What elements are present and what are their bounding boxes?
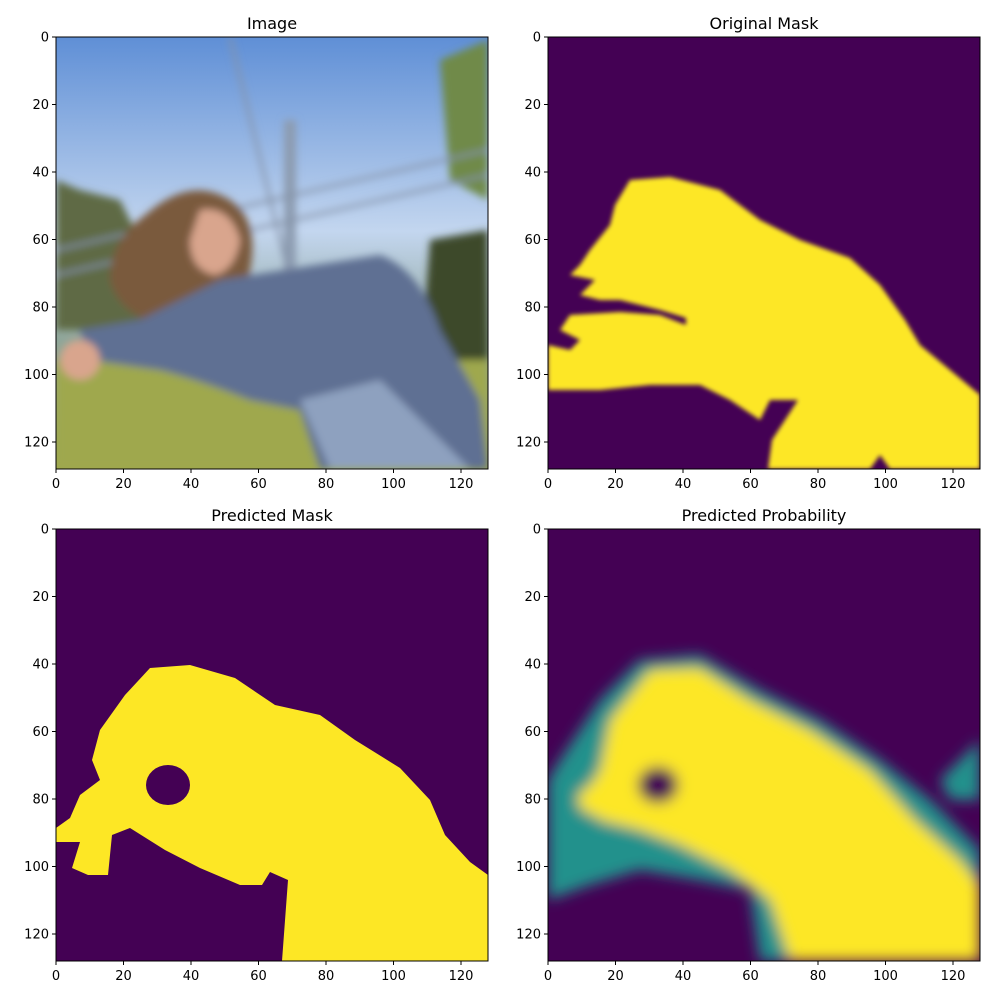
y-tick-label: 80 <box>524 301 541 316</box>
y-tick-label: 40 <box>524 166 541 181</box>
x-tick-label: 80 <box>318 477 335 492</box>
x-tick-label: 20 <box>607 969 624 984</box>
y-tick-label: 60 <box>524 233 541 248</box>
y-tick-label: 40 <box>524 658 541 673</box>
y-tick-label: 100 <box>24 368 49 383</box>
y-tick-label: 80 <box>32 301 49 316</box>
y-tick-label: 60 <box>32 725 49 740</box>
y-axis: 0 20 40 60 80 100 120 <box>516 523 548 943</box>
x-tick-label: 60 <box>742 477 759 492</box>
panel-title: Predicted Probability <box>682 506 847 525</box>
original-mask-image <box>548 37 980 469</box>
x-tick-label: 80 <box>810 969 827 984</box>
y-tick-label: 20 <box>32 590 49 605</box>
predicted-mask-image <box>56 529 488 961</box>
panel-title: Image <box>247 14 297 33</box>
x-tick-label: 0 <box>52 477 60 492</box>
y-tick-label: 60 <box>32 233 49 248</box>
y-tick-label: 20 <box>32 98 49 113</box>
probability-image <box>548 529 980 961</box>
panel-image: Image 0 <box>24 14 489 492</box>
y-tick-label: 80 <box>524 793 541 808</box>
y-tick-label: 20 <box>524 98 541 113</box>
x-tick-label: 40 <box>183 969 200 984</box>
x-tick-label: 0 <box>544 969 552 984</box>
x-tick-label: 100 <box>381 969 406 984</box>
y-tick-label: 40 <box>32 658 49 673</box>
y-tick-label: 0 <box>41 523 49 538</box>
y-tick-label: 80 <box>32 793 49 808</box>
x-tick-label: 20 <box>115 969 132 984</box>
y-tick-label: 0 <box>41 31 49 46</box>
y-tick-label: 60 <box>524 725 541 740</box>
panel-original-mask: Original Mask 0 20 40 60 80 100 120 0 20 40 60 80 1… <box>516 14 981 492</box>
x-tick-label: 40 <box>183 477 200 492</box>
y-tick-label: 120 <box>516 928 541 943</box>
y-tick-label: 100 <box>516 368 541 383</box>
y-tick-label: 120 <box>24 928 49 943</box>
x-axis: 0 20 40 60 80 100 120 <box>544 961 966 984</box>
x-tick-label: 100 <box>873 969 898 984</box>
x-tick-label: 100 <box>381 477 406 492</box>
panel-predicted-probability: Predicted Probability 0 20 40 60 80 100 120 0 2… <box>516 506 981 984</box>
x-tick-label: 40 <box>675 969 692 984</box>
x-tick-label: 0 <box>544 477 552 492</box>
panel-predicted-mask: Predicted Mask 0 20 40 60 80 100 120 0 20 40 60 80… <box>24 506 489 984</box>
x-tick-label: 120 <box>941 477 966 492</box>
x-tick-label: 120 <box>449 477 474 492</box>
x-tick-label: 80 <box>810 477 827 492</box>
x-axis: 0 20 40 60 80 100 120 <box>52 961 474 984</box>
x-tick-label: 40 <box>675 477 692 492</box>
y-tick-label: 120 <box>516 436 541 451</box>
y-tick-label: 100 <box>516 860 541 875</box>
panel-title: Original Mask <box>710 14 820 33</box>
x-tick-label: 60 <box>250 477 267 492</box>
photo-image <box>56 37 488 469</box>
x-tick-label: 80 <box>318 969 335 984</box>
x-axis: 0 20 40 60 80 100 120 <box>544 469 966 492</box>
x-tick-label: 20 <box>607 477 624 492</box>
y-tick-label: 100 <box>24 860 49 875</box>
y-tick-label: 120 <box>24 436 49 451</box>
y-axis: 0 20 40 60 80 100 120 <box>24 523 56 943</box>
x-tick-label: 120 <box>449 969 474 984</box>
panel-title: Predicted Mask <box>211 506 333 525</box>
y-tick-label: 0 <box>533 523 541 538</box>
x-tick-label: 20 <box>115 477 132 492</box>
y-axis: 0 20 40 60 80 100 120 <box>24 31 56 451</box>
x-axis: 0 20 40 60 80 100 120 <box>52 469 474 492</box>
y-tick-label: 40 <box>32 166 49 181</box>
y-tick-label: 20 <box>524 590 541 605</box>
x-tick-label: 60 <box>250 969 267 984</box>
x-tick-label: 0 <box>52 969 60 984</box>
y-axis: 0 20 40 60 80 100 120 <box>516 31 548 451</box>
y-tick-label: 0 <box>533 31 541 46</box>
x-tick-label: 60 <box>742 969 759 984</box>
x-tick-label: 120 <box>941 969 966 984</box>
x-tick-label: 100 <box>873 477 898 492</box>
